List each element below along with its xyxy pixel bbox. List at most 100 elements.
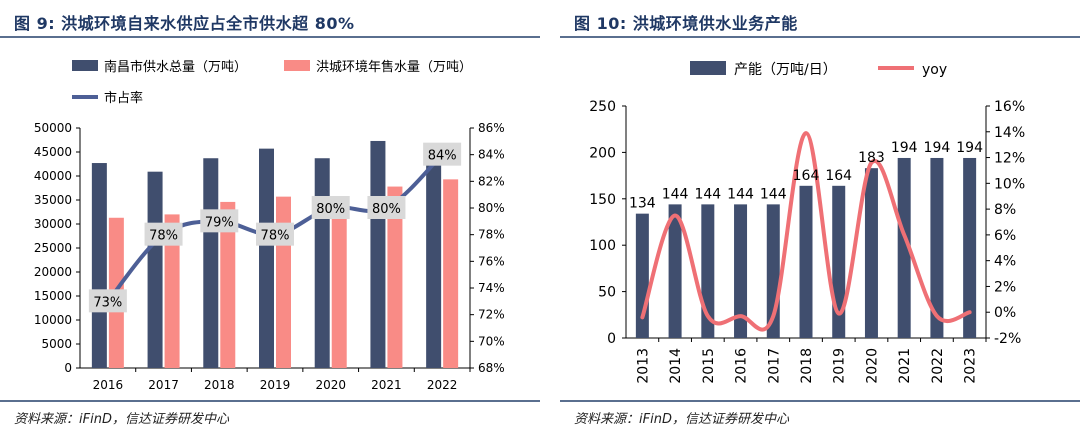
y-right-tick-label: 76% (478, 254, 505, 268)
data-label-box-market-share (88, 289, 127, 313)
data-label-capacity: 194 (956, 140, 983, 156)
y-right-tick-label: 12% (994, 151, 1025, 167)
x-tick-label: 2015 (701, 348, 717, 384)
x-tick-label: 2017 (148, 378, 179, 392)
data-label-market-share: 79% (205, 215, 234, 230)
y-left-tick-label: 15000 (34, 289, 72, 303)
chart-10-canvas: 产能（万吨/日） yoy 0 50 100 150 200 250 -2% 0% 2% 4% 6% 8% 1… (589, 61, 1025, 384)
y-right-tick-label: 80% (478, 201, 505, 215)
x-tick-label: 2021 (897, 348, 913, 384)
data-label-market-share: 80% (372, 202, 401, 217)
bar-capacity (734, 204, 748, 338)
legend-label-market-share: 市占率 (104, 90, 143, 106)
figure-9-source: 资料来源：iFinD，信达证券研发中心 (14, 412, 229, 427)
y-left-tick-label: 20000 (34, 265, 72, 279)
y-right-tick-label: 16% (994, 99, 1025, 115)
y-left-tick-label: 150 (589, 192, 616, 208)
y-left-tick-label: 250 (589, 99, 616, 115)
y-right-tick-label: 74% (478, 281, 505, 295)
y-right-tick-label: 8% (994, 202, 1016, 218)
figure-10-source: 资料来源：iFinD，信达证券研发中心 (574, 412, 789, 427)
bar-total-supply (203, 158, 219, 368)
bar-capacity (668, 204, 682, 338)
x-tick-label: 2022 (930, 348, 946, 384)
bar-total-supply (259, 148, 274, 368)
y-left-tick-label: 25000 (34, 241, 72, 255)
x-tick-label: 2016 (734, 348, 750, 384)
data-label-market-share: 78% (261, 229, 290, 244)
data-label-box-market-share (256, 222, 294, 246)
y-left-tick-label: 10000 (34, 313, 72, 327)
x-tick-label: 2020 (315, 378, 346, 392)
legend-label-yoy: yoy (922, 62, 947, 78)
y-right-tick-label: 2% (994, 279, 1016, 295)
y-left-tick-label: 40000 (34, 169, 72, 183)
y-left-tick-label: 50000 (34, 121, 72, 135)
y-right-tick-label: 68% (478, 361, 505, 375)
x-tick-label: 2018 (799, 348, 815, 384)
y-right-tick-label: 84% (478, 148, 505, 162)
y-left-tick-label: 5000 (41, 337, 72, 351)
y-right-tick-label: 0% (994, 305, 1016, 321)
data-label-capacity: 164 (825, 168, 852, 184)
y-left-tick-label: 45000 (34, 145, 72, 159)
bar-hongcheng-sales (220, 201, 236, 368)
data-label-capacity: 134 (629, 196, 656, 212)
y-right-tick-label: 6% (994, 228, 1016, 244)
y-right-tick-label: -2% (994, 331, 1021, 347)
y-left-tick-label: 0 (64, 361, 72, 375)
figure-10-top-rule (560, 36, 1080, 38)
bar-hongcheng-sales (387, 186, 403, 368)
data-label-market-share: 80% (316, 202, 345, 217)
x-tick-label: 2019 (260, 378, 291, 392)
bar-total-supply (370, 140, 386, 368)
bar-hongcheng-sales (164, 214, 180, 368)
data-label-capacity: 164 (793, 168, 820, 184)
figure-10: 图 10: 洪城环境供水业务产能 产能（万吨/日） yoy 0 50 100 150 200… (560, 0, 1080, 434)
x-tick-label: 2019 (832, 348, 848, 384)
data-label-capacity: 144 (694, 186, 721, 202)
data-label-capacity: 144 (662, 186, 689, 202)
legend-swatch-capacity (690, 61, 726, 75)
x-tick-label: 2013 (635, 348, 651, 384)
y-right-tick-label: 72% (478, 308, 505, 322)
data-label-market-share: 73% (93, 295, 122, 310)
data-label-box-market-share (367, 196, 406, 219)
data-label-market-share: 84% (428, 149, 457, 164)
figure-10-bottom-rule (560, 400, 1080, 402)
bar-hongcheng-sales (331, 200, 347, 368)
y-right-tick-label: 86% (478, 121, 505, 135)
data-label-box-market-share (423, 142, 462, 166)
x-tick-label: 2021 (371, 378, 402, 392)
y-left-tick-label: 50 (598, 285, 616, 301)
bar-total-supply (314, 158, 330, 368)
data-label-capacity: 194 (891, 140, 918, 156)
y-right-tick-label: 10% (994, 176, 1025, 192)
legend-swatch-hongcheng-sales (284, 60, 310, 71)
data-label-box-market-share (144, 222, 183, 246)
x-tick-label: 2016 (93, 378, 124, 392)
y-right-tick-label: 70% (478, 334, 505, 348)
figure-9-bottom-rule (0, 400, 540, 402)
data-label-market-share: 78% (149, 229, 178, 244)
bar-capacity (963, 157, 977, 338)
data-label-capacity: 194 (924, 140, 951, 156)
x-tick-label: 2017 (766, 348, 782, 384)
x-tick-label: 2023 (963, 348, 979, 384)
y-left-tick-label: 0 (607, 331, 616, 347)
bar-hongcheng-sales (443, 179, 459, 368)
figure-9: 图 9: 洪城环境自来水供应占全市供水超 80% 南昌市供水总量（万吨） 洪城环境… (0, 14, 540, 427)
legend-label-hongcheng-sales: 洪城环境年售水量（万吨） (316, 59, 472, 75)
chart-9-canvas: 南昌市供水总量（万吨） 洪城环境年售水量（万吨） 市占率 0 5000 10000 1500… (34, 59, 505, 392)
legend-label-total-supply: 南昌市供水总量（万吨） (104, 59, 247, 75)
bar-capacity (864, 168, 878, 338)
x-tick-label: 2022 (427, 378, 458, 392)
data-label-box-market-share (311, 196, 350, 219)
data-label-capacity: 144 (727, 186, 754, 202)
bar-total-supply (91, 163, 107, 368)
figure-10-title: 图 10: 洪城环境供水业务产能 (574, 14, 798, 33)
data-label-capacity: 183 (858, 150, 885, 166)
bar-capacity (799, 185, 813, 338)
figure-9-title: 图 9: 洪城环境自来水供应占全市供水超 80% (14, 14, 355, 33)
y-left-tick-label: 100 (589, 238, 616, 254)
